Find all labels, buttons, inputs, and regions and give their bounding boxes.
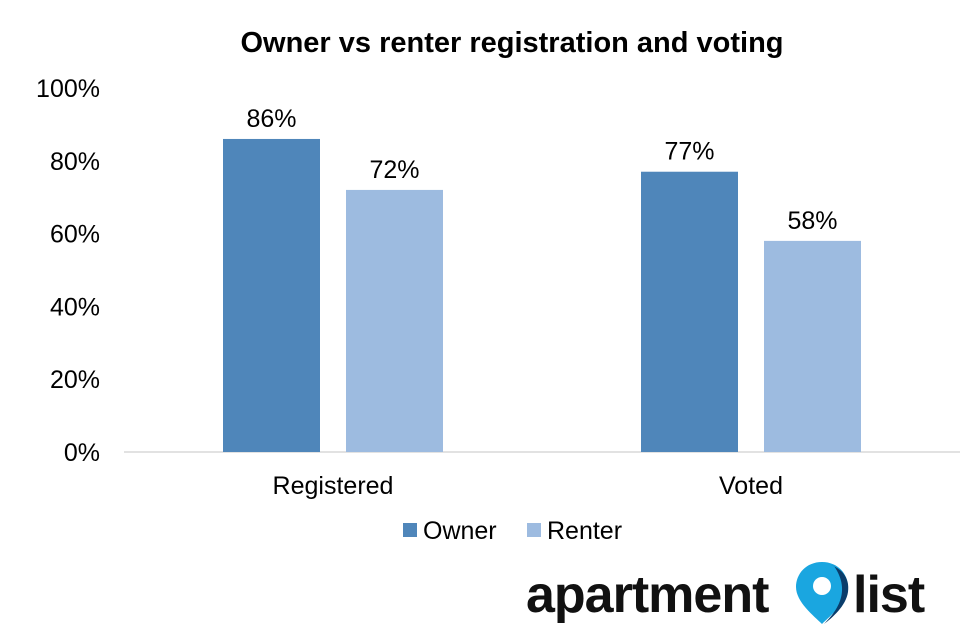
chart-title: Owner vs renter registration and voting xyxy=(240,27,783,59)
legend: Owner Renter xyxy=(403,517,622,545)
y-tick-label: 40% xyxy=(50,293,100,321)
logo-word-apartment: apartment xyxy=(526,566,769,624)
legend-swatch-renter xyxy=(527,523,541,537)
data-label: 86% xyxy=(246,105,296,133)
apartment-list-logo: apartment list xyxy=(526,562,926,624)
x-category-label: Voted xyxy=(719,472,783,500)
legend-label-renter: Renter xyxy=(547,517,622,545)
y-tick-label: 0% xyxy=(64,439,100,467)
data-label: 72% xyxy=(369,156,419,184)
y-axis: 0% 20% 40% 60% 80% 100% xyxy=(36,75,100,467)
y-tick-label: 20% xyxy=(50,366,100,394)
y-tick-label: 100% xyxy=(36,75,100,103)
data-label: 58% xyxy=(787,207,837,235)
bar-renter-voted xyxy=(764,240,861,452)
x-axis-labels: Registered Voted xyxy=(273,472,783,500)
bars: 86% 72% 77% 58% xyxy=(223,105,861,453)
bar-owner-registered xyxy=(223,138,320,452)
x-category-label: Registered xyxy=(273,472,394,500)
bar-owner-voted xyxy=(641,171,738,452)
logo-word-list: list xyxy=(853,566,925,624)
data-label: 77% xyxy=(664,138,714,166)
legend-label-owner: Owner xyxy=(423,517,497,545)
map-pin-icon xyxy=(796,562,849,624)
y-tick-label: 60% xyxy=(50,221,100,249)
bar-renter-registered xyxy=(346,189,443,453)
y-tick-label: 80% xyxy=(50,148,100,176)
legend-swatch-owner xyxy=(403,523,417,537)
